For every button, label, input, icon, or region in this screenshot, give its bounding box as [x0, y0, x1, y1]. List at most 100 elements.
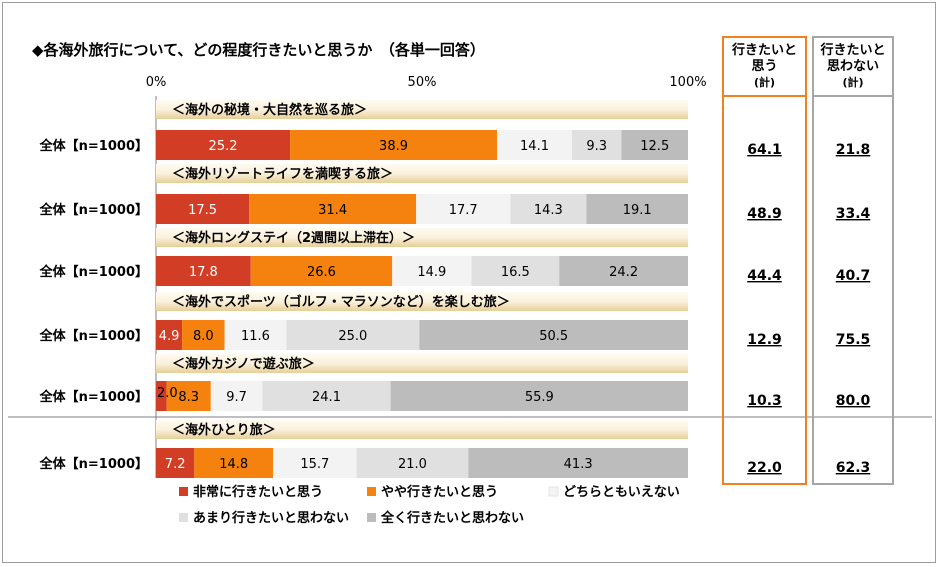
category-header-bar — [156, 164, 688, 183]
x-tick-label: 50% — [408, 75, 437, 90]
bar-group: ＜海外ひとり旅＞ 全体【n=1000】 7.2 14.8 15.7 21.0 41.3 22.… — [39, 420, 871, 478]
bar-value-label: 17.5 — [188, 203, 217, 218]
bar-group: ＜海外でスポーツ（ゴルフ・マラソンなど）を楽しむ旅＞ 全体【n=1000】 4.9 8… — [39, 292, 870, 350]
bar-group: ＜海外ロングステイ（2週間以上滞在）＞ 全体【n=1000】 17.8 26.6 14.… — [39, 228, 871, 286]
bar-value-label: 21.0 — [398, 457, 427, 472]
row-label: 全体【n=1000】 — [39, 202, 148, 218]
bar-group: ＜海外カジノで遊ぶ旅＞ 全体【n=1000】 2.0 8.3 9.7 24.1 55.9 10… — [39, 354, 871, 411]
bar-segment-very — [156, 448, 195, 478]
bar-segment-very — [156, 130, 291, 160]
legend-label: どちらともいえない — [563, 485, 680, 500]
bar-segment-neutral — [210, 381, 263, 411]
not-want-header-text: (計) — [842, 75, 863, 89]
bar-segment-not-at-all — [390, 381, 688, 411]
want-header-text: 行きたいと — [731, 42, 797, 58]
category-label: ＜海外カジノで遊ぶ旅＞ — [172, 356, 315, 372]
bar-segment-not-much — [262, 381, 391, 411]
category-header-bar — [156, 420, 688, 439]
row-label: 全体【n=1000】 — [39, 138, 148, 154]
bar-segment-not-much — [510, 194, 587, 224]
bar-value-label: 2.0 — [157, 386, 178, 401]
legend-swatch — [367, 513, 376, 522]
want-header-text: (計) — [754, 75, 775, 89]
bar-value-label: 9.3 — [586, 139, 607, 154]
legend-label: 非常に行きたいと思う — [193, 484, 323, 500]
category-label: ＜海外ひとり旅＞ — [172, 422, 276, 438]
bar-value-label: 8.3 — [178, 390, 199, 405]
bar-value-label: 16.5 — [501, 265, 530, 280]
bar-value-label: 14.8 — [219, 457, 248, 472]
bar-value-label: 25.0 — [338, 329, 367, 344]
bar-segment-very — [156, 256, 251, 286]
legend-swatch — [179, 513, 188, 522]
bar-segment-not-much — [572, 130, 622, 160]
bar-value-label: 4.9 — [159, 329, 180, 344]
bar-segment-not-at-all — [586, 194, 688, 224]
bar-value-label: 55.9 — [525, 390, 554, 405]
bar-value-label: 17.8 — [189, 265, 218, 280]
bar-value-label: 41.3 — [564, 457, 593, 472]
want-column-box — [722, 95, 807, 485]
bar-segment-very — [156, 381, 167, 411]
want-total-value: 12.9 — [747, 332, 782, 348]
bar-value-label: 31.4 — [318, 203, 347, 218]
not-want-column-box — [812, 95, 894, 485]
bar-value-label: 25.2 — [209, 139, 238, 154]
bar-segment-neutral — [392, 256, 472, 286]
bar-groups: ＜海外の秘境・大自然を巡る旅＞ 全体【n=1000】 25.2 38.9 14.1 9.3… — [39, 100, 871, 478]
bar-value-label: 12.5 — [640, 139, 669, 154]
want-total-value: 48.9 — [747, 206, 782, 222]
bar-value-label: 19.1 — [623, 203, 652, 218]
bar-group: ＜海外リゾートライフを満喫する旅＞ 全体【n=1000】 17.5 31.4 17.7 1… — [39, 164, 871, 224]
category-header-bar — [156, 354, 688, 373]
not-want-total-value: 80.0 — [836, 393, 871, 409]
bar-segment-somewhat — [182, 320, 225, 350]
bar-segment-neutral — [273, 448, 357, 478]
category-label: ＜海外でスポーツ（ゴルフ・マラソンなど）を楽しむ旅＞ — [172, 294, 510, 310]
category-header-bar — [156, 228, 688, 247]
category-label: ＜海外リゾートライフを満喫する旅＞ — [172, 166, 393, 182]
bar-segment-not-much — [286, 320, 420, 350]
bar-value-label: 7.2 — [165, 457, 186, 472]
bar-segment-neutral — [416, 194, 511, 224]
want-total-value: 44.4 — [747, 268, 782, 284]
not-want-header-text: 思わない — [827, 59, 879, 74]
bar-value-label: 14.1 — [520, 139, 549, 154]
row-label: 全体【n=1000】 — [39, 328, 148, 344]
bar-value-label: 14.9 — [417, 265, 446, 280]
bar-segment-somewhat — [290, 130, 498, 160]
x-tick-label: 100% — [669, 75, 706, 90]
not-want-total-value: 33.4 — [836, 206, 871, 222]
bar-group: ＜海外の秘境・大自然を巡る旅＞ 全体【n=1000】 25.2 38.9 14.1 9.3… — [39, 100, 870, 160]
want-total-value: 22.0 — [747, 460, 782, 476]
bar-value-label: 14.3 — [534, 203, 563, 218]
category-label: ＜海外の秘境・大自然を巡る旅＞ — [172, 102, 367, 118]
not-want-header-text: 行きたいと — [819, 42, 885, 58]
chart-title: ◆各海外旅行について、どの程度行きたいと思うか （各単一回答） — [32, 41, 485, 59]
want-header-box — [722, 36, 807, 97]
not-want-total-value: 62.3 — [836, 460, 871, 476]
bar-segment-neutral — [224, 320, 287, 350]
bar-segment-somewhat — [250, 256, 393, 286]
legend-label: 全く行きたいと思わない — [380, 510, 524, 526]
bar-segment-somewhat — [194, 448, 274, 478]
bar-value-label: 26.6 — [307, 265, 336, 280]
row-label: 全体【n=1000】 — [39, 456, 148, 472]
want-header-text: 思う — [751, 59, 777, 74]
want-total-value: 64.1 — [747, 142, 782, 158]
x-tick-label: 0% — [146, 75, 167, 90]
bar-value-label: 11.6 — [241, 329, 270, 344]
category-header-bar — [156, 100, 688, 119]
row-label: 全体【n=1000】 — [39, 264, 148, 280]
bar-value-label: 17.7 — [449, 203, 478, 218]
bar-value-label: 15.7 — [300, 457, 329, 472]
bar-segment-not-much — [356, 448, 469, 478]
bar-segment-not-at-all — [419, 320, 688, 350]
bar-value-label: 24.2 — [609, 265, 638, 280]
not-want-total-value: 40.7 — [836, 268, 871, 284]
legend: 非常に行きたいと思う やや行きたいと思う どちらともいえないあまり行きたいと思わない… — [179, 484, 680, 526]
bar-value-label: 50.5 — [539, 329, 568, 344]
legend-label: やや行きたいと思う — [381, 484, 498, 500]
